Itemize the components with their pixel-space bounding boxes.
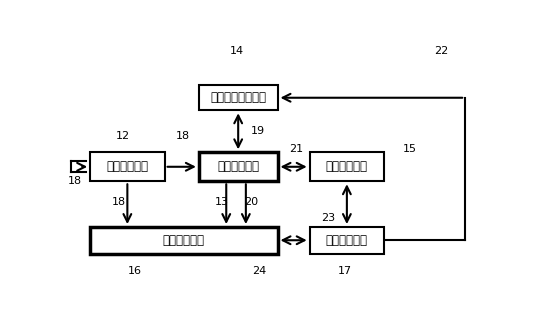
Text: 19: 19 [251, 126, 265, 136]
Text: 17: 17 [338, 266, 352, 275]
Text: 23: 23 [321, 213, 335, 223]
Text: 12: 12 [116, 131, 130, 141]
Text: 18: 18 [112, 197, 126, 207]
Text: 15: 15 [403, 144, 417, 154]
Text: 22: 22 [434, 46, 449, 56]
Text: 18: 18 [68, 176, 82, 186]
Bar [310, 227, 384, 254]
Text: 16: 16 [128, 266, 142, 275]
Text: 历史预测模块: 历史预测模块 [326, 234, 368, 247]
Bar [310, 152, 384, 181]
Text: 18: 18 [176, 131, 190, 141]
Bar [199, 152, 278, 181]
Text: 21: 21 [289, 144, 304, 154]
Bar [90, 227, 278, 254]
Text: 数据存储模块: 数据存储模块 [163, 234, 205, 247]
Text: 20: 20 [244, 197, 258, 207]
Text: 14: 14 [230, 46, 244, 56]
Text: 预测模型模块: 预测模型模块 [326, 160, 368, 173]
Bar [90, 152, 164, 181]
Text: 实时预测模块: 实时预测模块 [217, 160, 259, 173]
Text: 人机交互显示模块: 人机交互显示模块 [210, 91, 266, 104]
Text: 13: 13 [214, 197, 228, 207]
Text: 数据采集模块: 数据采集模块 [106, 160, 148, 173]
Bar [199, 85, 278, 111]
Text: 24: 24 [252, 266, 267, 275]
